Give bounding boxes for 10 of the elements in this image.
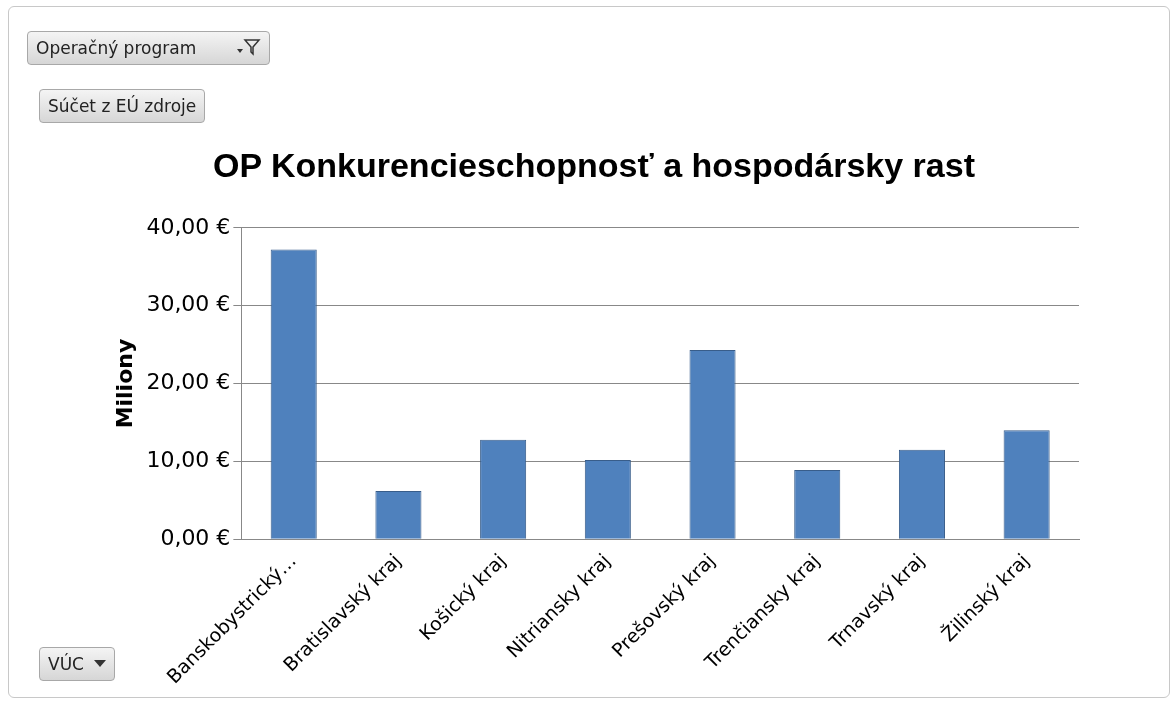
y-tick-label: 0,00 € [160, 525, 231, 551]
y-tick-label: 30,00 € [146, 291, 231, 317]
chart-title: OP Konkurencieschopnosť a hospodársky rast [213, 145, 975, 184]
text: Súčet z EÚ zdroje [48, 96, 197, 116]
y-tick-label: 20,00 € [146, 369, 231, 395]
y-axis-title: Miliony [111, 338, 137, 429]
text: Operačný program [36, 38, 197, 58]
y-tick-label: 10,00 € [146, 447, 231, 473]
y-tick-label: 40,00 € [146, 213, 231, 239]
text: VÚC [48, 654, 84, 674]
